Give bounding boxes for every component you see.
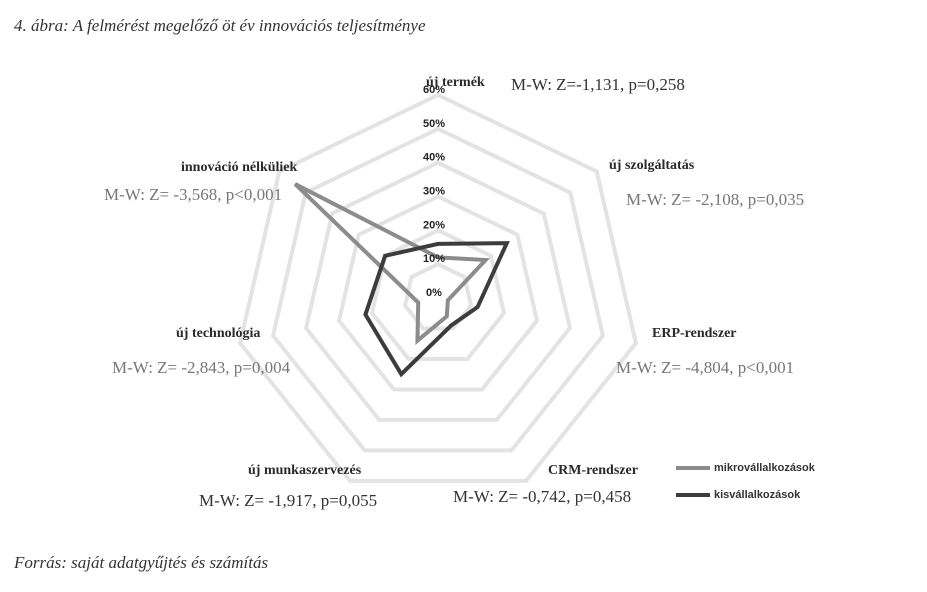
tick-label: 0% [426,287,442,299]
figure-source: Forrás: saját adatgyűjtés és számítás [14,553,269,572]
stat-test-label: M-W: Z= -0,742, p=0,458 [453,487,632,506]
stat-test-label: M-W: Z= -3,568, p<0,001 [104,185,283,204]
tick-label: 10% [423,253,445,265]
legend-item-micro: mikrovállalkozások [676,462,815,474]
tick-label: 20% [423,219,445,231]
category-label: CRM-rendszer [548,463,638,478]
tick-label: 50% [423,118,445,130]
stat-test-label: M-W: Z= -4,804, p<0,001 [616,358,795,377]
figure-caption: 4. ábra: A felmérést megelőző öt év inno… [14,16,426,35]
radar-series [293,182,510,378]
category-label: új termék [426,75,485,90]
radial-axis-ticks: 0% 10% 20% 30% 40% 50% 60% [423,84,445,299]
stat-test-label: M-W: Z= -2,108, p=0,035 [626,190,805,209]
legend-swatch-micro [676,466,710,470]
category-label: új technológia [176,326,261,341]
stat-test-label: M-W: Z= -2,843, p=0,004 [112,358,291,377]
category-label: ERP-rendszer [652,326,737,341]
legend-swatch-small [676,493,710,497]
category-label: új munkaszervezés [248,463,362,478]
tick-label: 40% [423,152,445,164]
tick-label: 60% [423,84,445,96]
legend-label-micro: mikrovállalkozások [714,462,815,474]
tick-label: 30% [423,186,445,198]
category-label: innováció nélküliek [181,160,298,175]
stat-test-label: M-W: Z= -1,917, p=0,055 [199,491,378,510]
legend-item-small: kisvállalkozások [676,489,800,501]
series-line-0 [293,182,491,346]
radar-grid [237,92,639,483]
stat-test-label: M-W: Z=-1,131, p=0,258 [511,75,685,94]
grid-ring [336,194,540,392]
category-label: új szolgáltatás [609,158,695,173]
series-line-1 [363,241,510,378]
grid-ring [270,126,606,453]
grid-ring [237,92,639,483]
legend-label-small: kisvállalkozások [714,489,801,501]
grid-ring [303,160,573,422]
